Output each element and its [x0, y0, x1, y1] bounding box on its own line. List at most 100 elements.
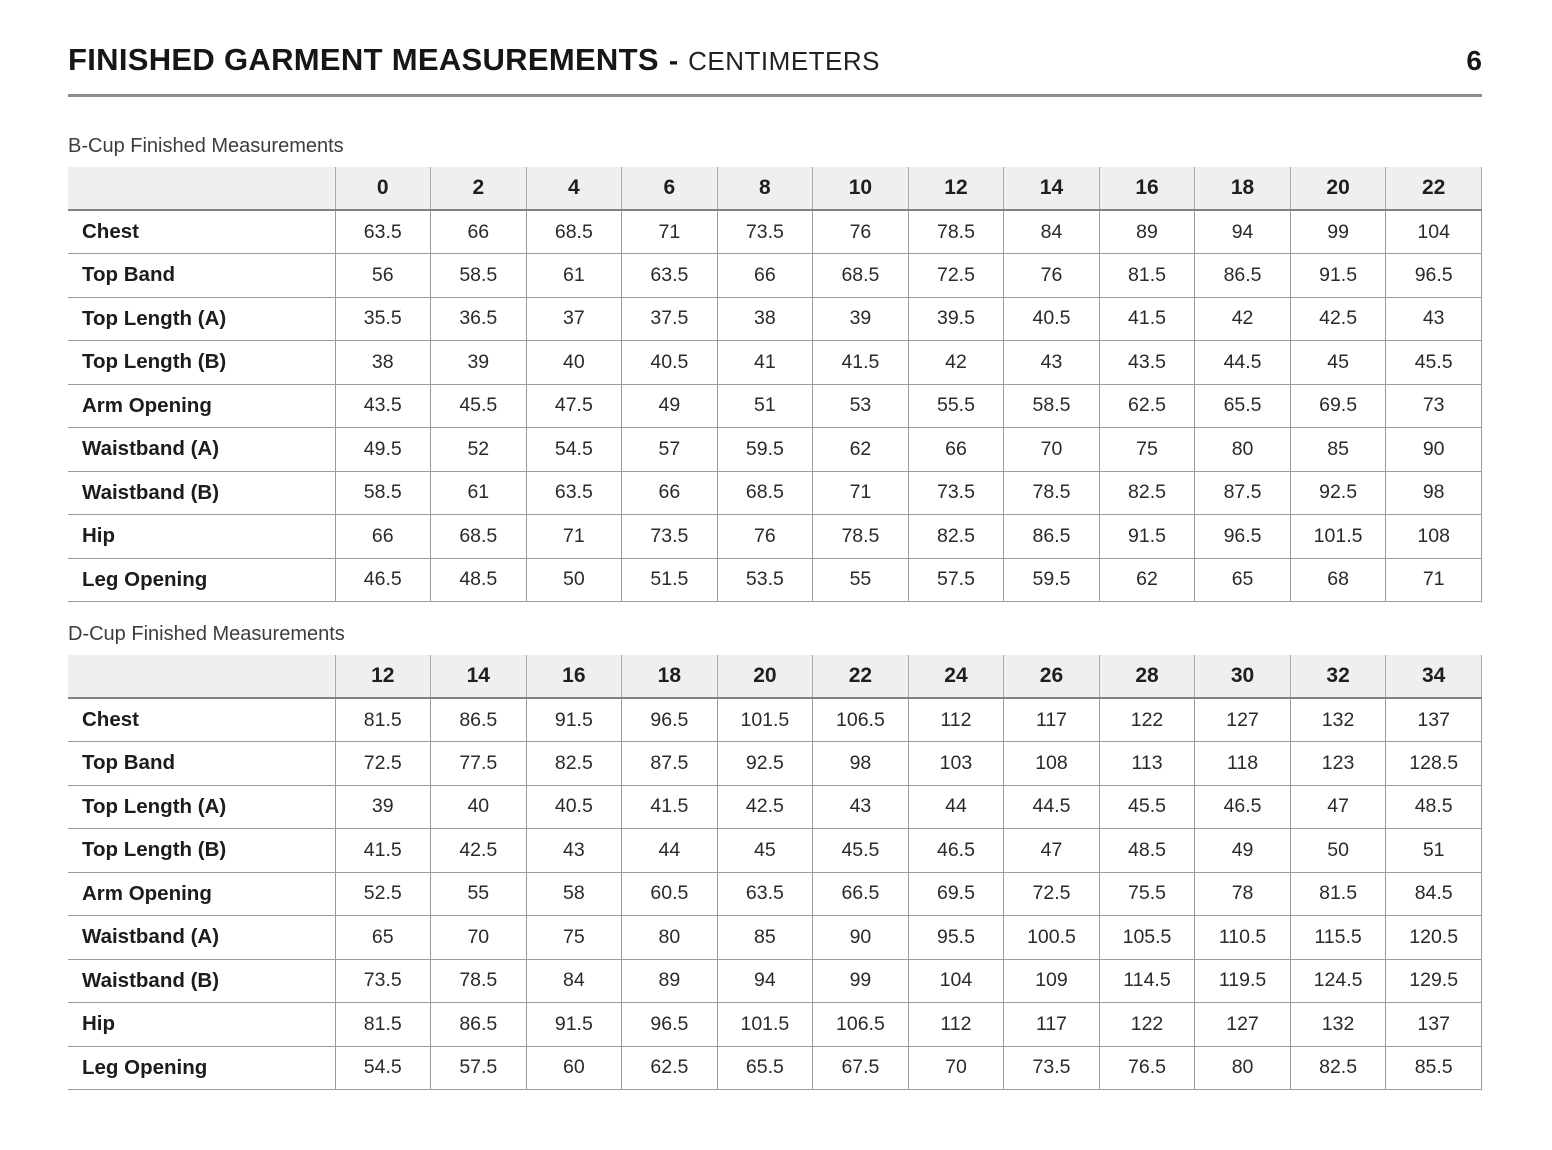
- measurement-cell: 73.5: [334, 959, 431, 1003]
- measurement-row: Arm Opening 52.5 55 58 60.5 63.5 66.5 69.5 72.5 7…: [68, 872, 1482, 916]
- measurement-row: Top Length (A) 39 40 40.5 41.5 42.5 43 44 44.5 45…: [68, 785, 1482, 829]
- measurement-row: Top Band 72.5 77.5 82.5 87.5 92.5 98 103 108 113 1…: [68, 741, 1482, 786]
- measurement-cell: 59.5: [716, 427, 813, 472]
- measurement-cell: 132: [1289, 698, 1386, 742]
- measurement-row: Top Length (A) 35.5 36.5 37 37.5 38 39 39.5 40.5…: [68, 297, 1482, 341]
- measurement-cell: 66.5: [812, 872, 909, 916]
- measurement-cell: 77.5: [430, 741, 527, 786]
- measurement-cell: 99: [812, 959, 909, 1003]
- title-divider: [68, 94, 1482, 97]
- measurement-cell: 75.5: [1098, 872, 1195, 916]
- measurement-cell: 45: [716, 828, 813, 873]
- measurement-cell: 81.5: [1098, 253, 1195, 298]
- row-label: Top Band: [68, 253, 335, 298]
- measurement-cell: 91.5: [1289, 253, 1386, 298]
- measurement-cell: 86.5: [430, 698, 527, 742]
- measurement-cell: 123: [1289, 741, 1386, 786]
- measurement-cell: 108: [1003, 741, 1100, 786]
- measurement-cell: 86.5: [1194, 253, 1291, 298]
- measurement-cell: 56: [334, 253, 431, 298]
- measurement-cell: 57.5: [907, 558, 1004, 602]
- size-header-row: 0 2 4 6 8 10 12 14 16 18 20 22: [68, 167, 1482, 211]
- measurement-cell: 101.5: [1289, 514, 1386, 559]
- measurement-cell: 66: [907, 427, 1004, 472]
- measurement-cell: 84: [525, 959, 622, 1003]
- measurement-cell: 95.5: [907, 915, 1004, 960]
- measurement-row: Top Band 56 58.5 61 63.5 66 68.5 72.5 76 81.5 86.5…: [68, 253, 1482, 298]
- measurement-cell: 45.5: [430, 384, 527, 428]
- measurement-cell: 68: [1289, 558, 1386, 602]
- measurement-row: Waistband (B) 58.5 61 63.5 66 68.5 71 73.5 78.5 8…: [68, 471, 1482, 515]
- measurement-cell: 96.5: [1194, 514, 1291, 559]
- measurement-cell: 119.5: [1194, 959, 1291, 1003]
- measurement-cell: 46.5: [334, 558, 431, 602]
- size-column-header: 22: [1385, 167, 1482, 211]
- measurement-cell: 92.5: [1289, 471, 1386, 515]
- measurement-cell: 39: [812, 297, 909, 341]
- measurement-cell: 40.5: [1003, 297, 1100, 341]
- row-label: Leg Opening: [68, 1046, 335, 1090]
- measurement-row: Arm Opening 43.5 45.5 47.5 49 51 53 55.5 58.5 62.…: [68, 384, 1482, 428]
- measurement-cell: 49: [621, 384, 718, 428]
- row-label: Top Band: [68, 741, 335, 786]
- measurement-row: Waistband (B) 73.5 78.5 84 89 94 99 104 109 114.5…: [68, 959, 1482, 1003]
- measurement-cell: 90: [1385, 427, 1482, 472]
- page-number: 6: [1466, 45, 1482, 76]
- size-column-header: 32: [1289, 655, 1386, 699]
- row-label: Top Length (B): [68, 828, 335, 873]
- size-column-header: 20: [1289, 167, 1386, 211]
- measurement-cell: 40.5: [621, 340, 718, 385]
- measurement-cell: 117: [1003, 1002, 1100, 1047]
- measurement-row: Top Length (B) 38 39 40 40.5 41 41.5 42 43 43.5 44…: [68, 340, 1482, 385]
- size-column-header: 8: [716, 167, 813, 211]
- measurement-cell: 132: [1289, 1002, 1386, 1047]
- measurement-cell: 115.5: [1289, 915, 1386, 960]
- measurement-cell: 109: [1003, 959, 1100, 1003]
- measurement-cell: 78.5: [812, 514, 909, 559]
- measurement-cell: 103: [907, 741, 1004, 786]
- measurement-cell: 85: [1289, 427, 1386, 472]
- measurement-cell: 47: [1289, 785, 1386, 829]
- measurement-cell: 76.5: [1098, 1046, 1195, 1090]
- measurement-cell: 63.5: [716, 872, 813, 916]
- measurement-cell: 44: [621, 828, 718, 873]
- measurement-cell: 57.5: [430, 1046, 527, 1090]
- measurement-cell: 67.5: [812, 1046, 909, 1090]
- measurement-cell: 62.5: [621, 1046, 718, 1090]
- measurement-cell: 46.5: [907, 828, 1004, 873]
- measurement-cell: 58: [525, 872, 622, 916]
- measurement-cell: 105.5: [1098, 915, 1195, 960]
- measurement-cell: 42: [1194, 297, 1291, 341]
- measurement-cell: 36.5: [430, 297, 527, 341]
- measurement-cell: 75: [1098, 427, 1195, 472]
- measurement-cell: 50: [1289, 828, 1386, 873]
- measurement-cell: 51.5: [621, 558, 718, 602]
- measurement-cell: 42.5: [430, 828, 527, 873]
- measurement-cell: 72.5: [907, 253, 1004, 298]
- measurement-cell: 41.5: [621, 785, 718, 829]
- measurement-cell: 71: [812, 471, 909, 515]
- measurement-cell: 55.5: [907, 384, 1004, 428]
- measurement-cell: 101.5: [716, 698, 813, 742]
- size-column-header: 24: [907, 655, 1004, 699]
- row-label: Arm Opening: [68, 872, 335, 916]
- measurement-cell: 80: [1194, 427, 1291, 472]
- size-column-header: 12: [334, 655, 431, 699]
- page-title: FINISHED GARMENT MEASUREMENTS: [68, 42, 659, 77]
- measurement-cell: 81.5: [334, 1002, 431, 1047]
- row-label: Waistband (B): [68, 471, 335, 515]
- row-label: Top Length (A): [68, 785, 335, 829]
- measurement-cell: 49: [1194, 828, 1291, 873]
- measurement-cell: 70: [430, 915, 527, 960]
- measurement-cell: 98: [812, 741, 909, 786]
- size-column-header: 14: [1003, 167, 1100, 211]
- measurement-cell: 96.5: [1385, 253, 1482, 298]
- measurement-cell: 80: [1194, 1046, 1291, 1090]
- measurement-cell: 39: [334, 785, 431, 829]
- measurement-cell: 82.5: [525, 741, 622, 786]
- measurement-cell: 63.5: [525, 471, 622, 515]
- measurement-cell: 69.5: [907, 872, 1004, 916]
- measurement-cell: 98: [1385, 471, 1482, 515]
- size-column-header: 4: [525, 167, 622, 211]
- measurement-cell: 87.5: [621, 741, 718, 786]
